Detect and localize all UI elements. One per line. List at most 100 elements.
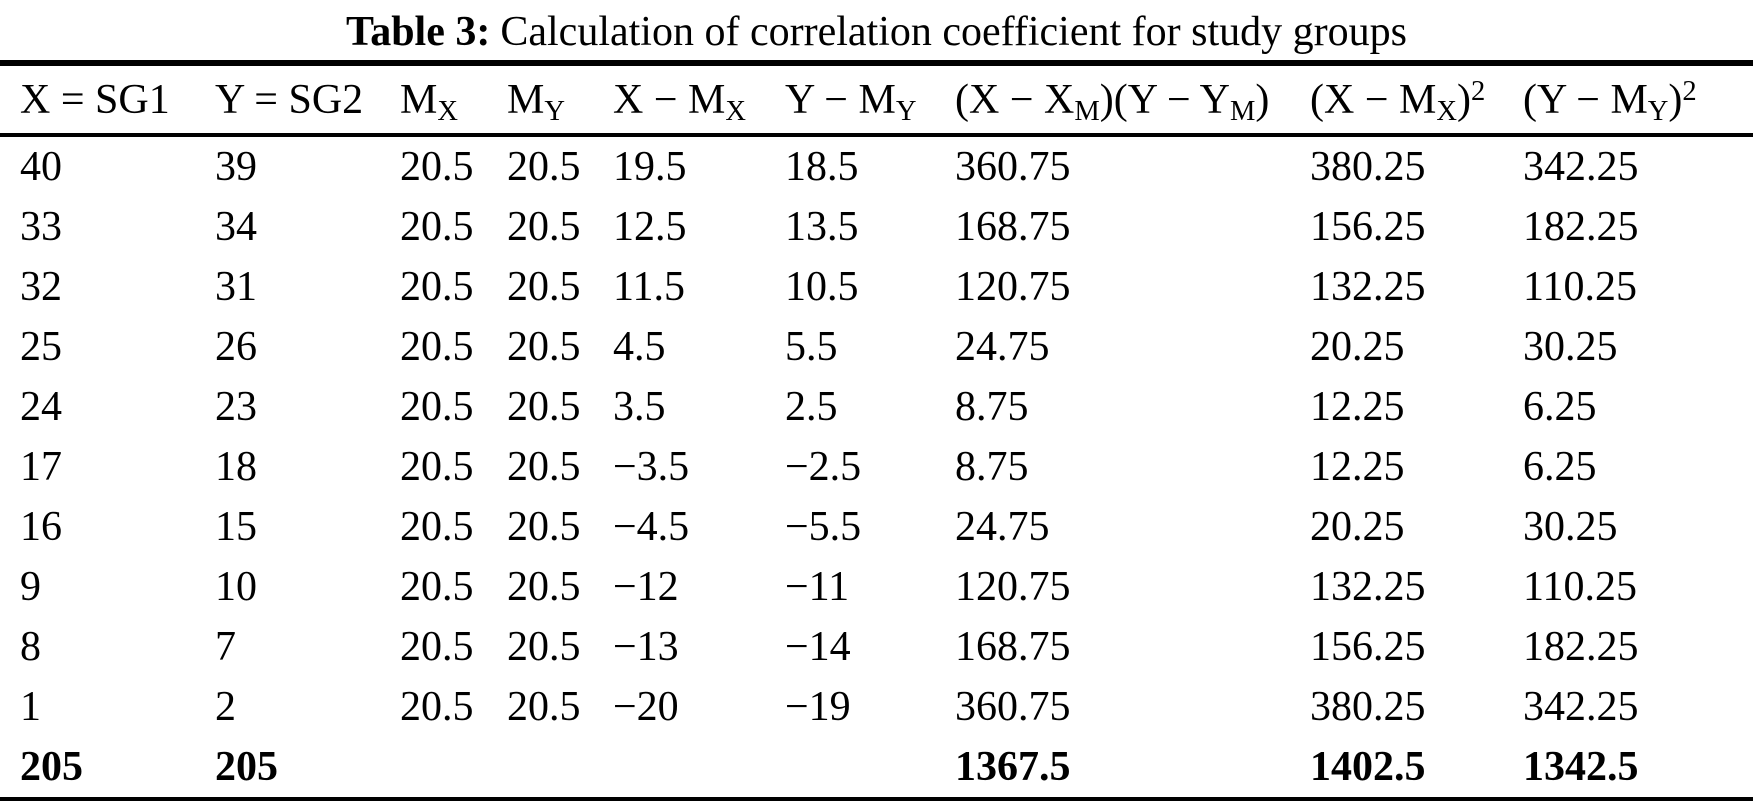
total-product-sum: 1367.5 <box>955 744 1071 790</box>
totals-row: 205 205 1367.5 1402.5 1342.5 <box>0 737 1753 799</box>
table-cell: −2.5 <box>785 444 862 490</box>
table-cell: −14 <box>785 624 851 670</box>
table-cell: 39 <box>215 144 257 190</box>
table-cell: 18 <box>215 444 257 490</box>
total-x-dev-squared-sum: 1402.5 <box>1310 744 1426 790</box>
table-cell: 20.5 <box>400 624 474 670</box>
table-cell: 20.5 <box>507 444 581 490</box>
table-cell: 30.25 <box>1523 324 1618 370</box>
table-cell <box>507 737 613 799</box>
table-cell: 20.5 <box>400 144 474 190</box>
table-cell: 17 <box>20 444 62 490</box>
table-cell: 132.25 <box>1310 564 1426 610</box>
table-cell: −12 <box>613 564 679 610</box>
table-cell: 342.25 <box>1523 684 1639 730</box>
table-caption-label: Table 3: <box>346 9 491 55</box>
table-cell <box>400 737 507 799</box>
table-cell: 15 <box>215 504 257 550</box>
header-x-sg1: X = SG1 <box>0 63 215 137</box>
table-cell: 20.5 <box>400 504 474 550</box>
table-cell: 31 <box>215 264 257 310</box>
table-cell: 12.25 <box>1310 444 1405 490</box>
table-cell: 110.25 <box>1523 264 1637 310</box>
table-cell: 20.5 <box>400 264 474 310</box>
total-y-sum: 205 <box>215 744 278 790</box>
table-cell <box>613 737 785 799</box>
header-y-dev-squared: (Y − MY)2 <box>1523 63 1753 137</box>
total-y-dev-squared-sum: 1342.5 <box>1523 744 1639 790</box>
table-cell: 13.5 <box>785 204 859 250</box>
header-y-minus-my: Y − MY <box>785 63 955 137</box>
table-cell: 30.25 <box>1523 504 1618 550</box>
table-cell: 20.5 <box>507 144 581 190</box>
table-cell: 24 <box>20 384 62 430</box>
table-cell: 20.25 <box>1310 324 1405 370</box>
table-cell: −20 <box>613 684 679 730</box>
table-row: 24 23 20.5 20.5 3.5 2.5 8.75 12.25 6.25 <box>0 377 1753 437</box>
table-cell: 25 <box>20 324 62 370</box>
table-cell: 12.25 <box>1310 384 1405 430</box>
table-cell: 20.5 <box>507 564 581 610</box>
correlation-table: X = SG1 Y = SG2 MX MY X − MX Y − MY (X −… <box>0 60 1753 801</box>
table-cell: 20.5 <box>507 324 581 370</box>
table-cell: −3.5 <box>613 444 690 490</box>
table-cell: 20.25 <box>1310 504 1405 550</box>
table-row: 40 39 20.5 20.5 19.5 18.5 360.75 380.25 … <box>0 135 1753 197</box>
table-row: 1 2 20.5 20.5 −20 −19 360.75 380.25 342.… <box>0 677 1753 737</box>
table-cell: 20.5 <box>400 564 474 610</box>
table-cell: −11 <box>785 564 850 610</box>
table-cell: 33 <box>20 204 62 250</box>
table-row: 33 34 20.5 20.5 12.5 13.5 168.75 156.25 … <box>0 197 1753 257</box>
table-cell: 3.5 <box>613 384 666 430</box>
table-cell: 7 <box>215 624 236 670</box>
table-cell: 156.25 <box>1310 624 1426 670</box>
table-cell: 120.75 <box>955 264 1071 310</box>
table-cell: 342.25 <box>1523 144 1639 190</box>
header-y-sg2: Y = SG2 <box>215 63 400 137</box>
table-row: 9 10 20.5 20.5 −12 −11 120.75 132.25 110… <box>0 557 1753 617</box>
total-x-sum: 205 <box>20 744 83 790</box>
header-mx: MX <box>400 63 507 137</box>
table-cell: 40 <box>20 144 62 190</box>
table-cell: 168.75 <box>955 204 1071 250</box>
table-cell: 23 <box>215 384 257 430</box>
table-caption-text: Calculation of correlation coefficient f… <box>500 9 1407 55</box>
table-cell: 2 <box>215 684 236 730</box>
table-cell: 18.5 <box>785 144 859 190</box>
table-cell: 360.75 <box>955 144 1071 190</box>
table-cell: 10 <box>215 564 257 610</box>
table-cell: 8 <box>20 624 41 670</box>
table-cell: 12.5 <box>613 204 687 250</box>
header-x-minus-mx: X − MX <box>613 63 785 137</box>
table-cell: 16 <box>20 504 62 550</box>
table-cell: 380.25 <box>1310 144 1426 190</box>
table-cell: 1 <box>20 684 41 730</box>
table-cell: 8.75 <box>955 444 1029 490</box>
table-cell: 24.75 <box>955 504 1050 550</box>
table-row: 25 26 20.5 20.5 4.5 5.5 24.75 20.25 30.2… <box>0 317 1753 377</box>
table-cell: 20.5 <box>507 684 581 730</box>
table-cell: 20.5 <box>507 384 581 430</box>
table-cell: 120.75 <box>955 564 1071 610</box>
table-cell: 156.25 <box>1310 204 1426 250</box>
table-cell: −13 <box>613 624 679 670</box>
table-cell: 20.5 <box>400 444 474 490</box>
header-my: MY <box>507 63 613 137</box>
table-cell: 19.5 <box>613 144 687 190</box>
header-deviation-product: (X − XM)(Y − YM) <box>955 63 1310 137</box>
table-cell: 20.5 <box>507 264 581 310</box>
table-cell: −5.5 <box>785 504 862 550</box>
table-cell: 6.25 <box>1523 384 1597 430</box>
table-cell: 8.75 <box>955 384 1029 430</box>
table-cell: 380.25 <box>1310 684 1426 730</box>
table-cell: 26 <box>215 324 257 370</box>
table-row: 17 18 20.5 20.5 −3.5 −2.5 8.75 12.25 6.2… <box>0 437 1753 497</box>
table-cell: 20.5 <box>400 204 474 250</box>
table-cell: 32 <box>20 264 62 310</box>
header-x-dev-squared: (X − MX)2 <box>1310 63 1523 137</box>
table-cell: −19 <box>785 684 851 730</box>
table-cell: 2.5 <box>785 384 838 430</box>
table-cell: 5.5 <box>785 324 838 370</box>
table-cell: 360.75 <box>955 684 1071 730</box>
table-cell: 110.25 <box>1523 564 1637 610</box>
